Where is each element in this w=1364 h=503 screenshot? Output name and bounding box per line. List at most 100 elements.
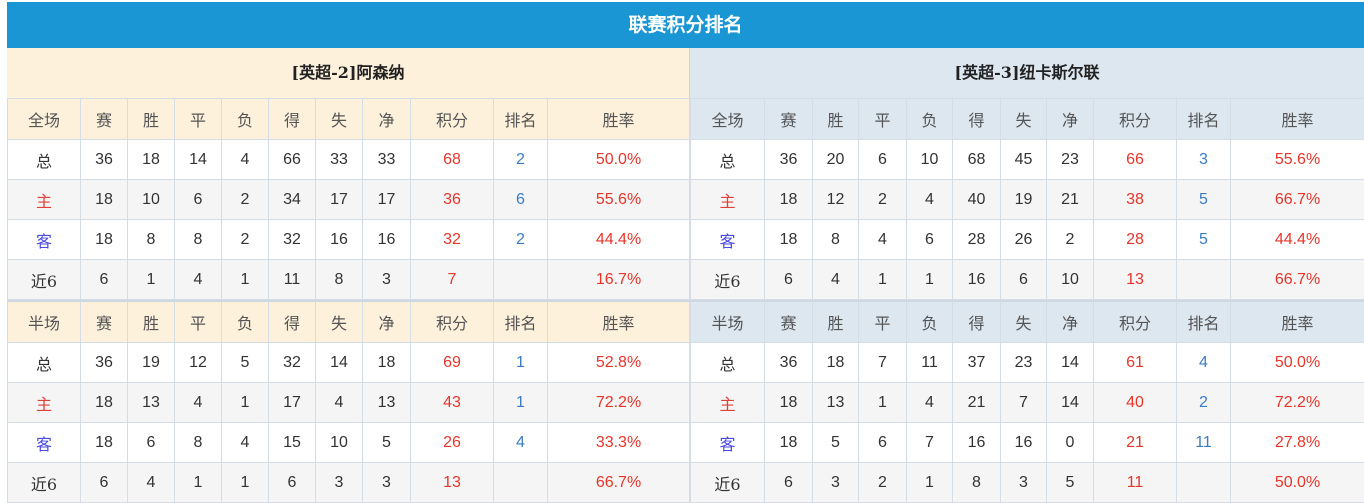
- cell: 13: [128, 383, 175, 423]
- cell: 13: [1094, 260, 1177, 300]
- cell: 客: [691, 220, 765, 260]
- cell: 21: [953, 383, 1001, 423]
- cell: 26: [411, 423, 494, 463]
- cell: 40: [1094, 383, 1177, 423]
- cell: 55.6%: [1231, 140, 1364, 180]
- cell: 32: [269, 220, 316, 260]
- cell: 8: [813, 220, 859, 260]
- column-header: 失: [1001, 99, 1047, 140]
- column-header: 失: [1001, 301, 1047, 343]
- cell: 18: [81, 220, 128, 260]
- column-header: 赛: [765, 301, 813, 343]
- column-header: 全场: [691, 99, 765, 140]
- column-header: 胜: [813, 99, 859, 140]
- column-header: 半场: [691, 301, 765, 343]
- column-header: 胜: [813, 301, 859, 343]
- cell: 18: [363, 343, 411, 383]
- column-header: 排名: [494, 99, 548, 140]
- cell: 1: [222, 383, 269, 423]
- column-header: 半场: [8, 301, 81, 343]
- cell: 36: [81, 140, 128, 180]
- cell: 68: [953, 140, 1001, 180]
- cell: 10: [907, 140, 953, 180]
- cell: 13: [363, 383, 411, 423]
- cell: 69: [411, 343, 494, 383]
- cell: 6: [128, 423, 175, 463]
- cell: 主: [691, 180, 765, 220]
- column-header: 净: [1047, 99, 1094, 140]
- cell: 7: [907, 423, 953, 463]
- cell: 45: [1001, 140, 1047, 180]
- cell: 0: [1047, 423, 1094, 463]
- header-row: 半场赛胜平负得失净积分排名胜率: [8, 301, 690, 343]
- cell: 4: [907, 383, 953, 423]
- cell: 总: [8, 343, 81, 383]
- cell: 13: [411, 463, 494, 503]
- cell: 16: [316, 220, 363, 260]
- column-header: 得: [953, 301, 1001, 343]
- cell: 19: [1001, 180, 1047, 220]
- cell: 主: [8, 383, 81, 423]
- column-header: 净: [363, 99, 411, 140]
- cell: 33: [363, 140, 411, 180]
- cell: 12: [175, 343, 222, 383]
- column-header: 平: [175, 99, 222, 140]
- cell: 20: [813, 140, 859, 180]
- cell: 5: [363, 423, 411, 463]
- cell: 11: [1094, 463, 1177, 503]
- column-header: 净: [1047, 301, 1094, 343]
- cell: 36: [765, 343, 813, 383]
- cell: 6: [81, 463, 128, 503]
- cell: 6: [269, 463, 316, 503]
- cell: 52.8%: [548, 343, 690, 383]
- cell: 16.7%: [548, 260, 690, 300]
- cell: 5: [1047, 463, 1094, 503]
- cell: 18: [765, 180, 813, 220]
- cell: 2: [222, 220, 269, 260]
- cell: 5: [222, 343, 269, 383]
- cell: 66.7%: [1231, 260, 1364, 300]
- cell: 50.0%: [1231, 343, 1364, 383]
- cell: 27.8%: [1231, 423, 1364, 463]
- cell: 44.4%: [548, 220, 690, 260]
- cell: 1: [907, 260, 953, 300]
- cell: 33.3%: [548, 423, 690, 463]
- cell: 3: [316, 463, 363, 503]
- cell: 18: [128, 140, 175, 180]
- cell: 6: [859, 423, 907, 463]
- cell: 66.7%: [1231, 180, 1364, 220]
- cell: 3: [363, 463, 411, 503]
- cell: 36: [411, 180, 494, 220]
- column-header: 积分: [411, 99, 494, 140]
- column-header: 排名: [1177, 99, 1231, 140]
- cell: 总: [691, 343, 765, 383]
- cell: 2: [222, 180, 269, 220]
- cell: 11: [269, 260, 316, 300]
- cell: 6: [81, 260, 128, 300]
- cell: 50.0%: [1231, 463, 1364, 503]
- cell: 50.0%: [548, 140, 690, 180]
- cell: 10: [1047, 260, 1094, 300]
- cell: 4: [494, 423, 548, 463]
- cell: [1177, 260, 1231, 300]
- cell: 2: [859, 180, 907, 220]
- header-row: 全场赛胜平负得失净积分排名胜率: [691, 99, 1364, 140]
- cell: 16: [1001, 423, 1047, 463]
- cell: 17: [269, 383, 316, 423]
- cell: 18: [813, 343, 859, 383]
- cell: 6: [859, 140, 907, 180]
- cell: 32: [411, 220, 494, 260]
- cell: 5: [1177, 220, 1231, 260]
- cell: 5: [1177, 180, 1231, 220]
- cell: 10: [128, 180, 175, 220]
- cell: 33: [316, 140, 363, 180]
- cell: 44.4%: [1231, 220, 1364, 260]
- column-header: 负: [907, 99, 953, 140]
